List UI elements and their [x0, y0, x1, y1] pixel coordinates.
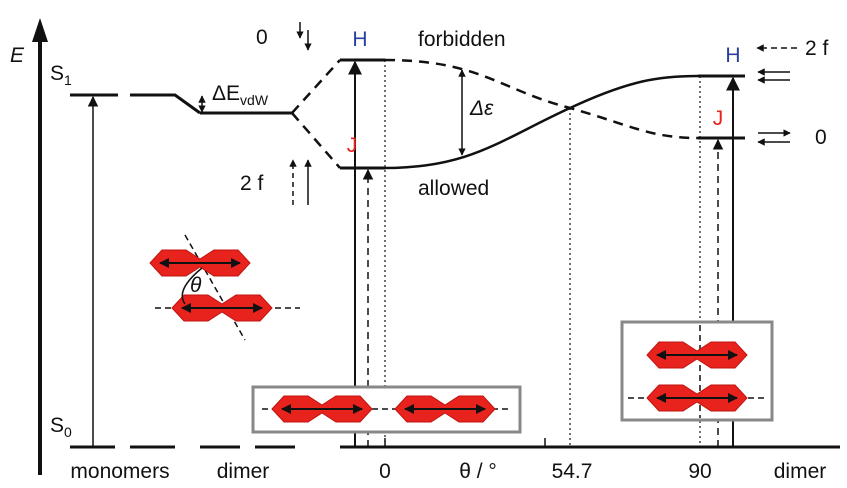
s0-sub: 0 [64, 424, 72, 440]
diagram: E S1 S0 0 H forbidden [0, 0, 847, 488]
forbidden-curve [385, 60, 698, 138]
allowed-label: allowed [418, 177, 489, 200]
two-f-left: 2 f [240, 172, 264, 195]
x-label: 0 [379, 460, 391, 483]
vdw-base: ΔE [212, 82, 240, 105]
s0-label: S0 [50, 414, 72, 440]
s1-label: S1 [50, 62, 72, 88]
s1-sub: 1 [64, 72, 72, 88]
two-f-right: 2 f [805, 37, 829, 60]
s0-base: S [50, 414, 64, 437]
allowed-curve [385, 76, 698, 168]
inset-box [622, 322, 772, 420]
x-label: 90 [688, 460, 711, 483]
angle-label: θ [190, 274, 202, 297]
zero-label: 0 [256, 26, 268, 49]
molecule [150, 250, 250, 276]
s1-base: S [50, 62, 64, 85]
vdw-sub: vdW [240, 92, 269, 108]
excited-levels [70, 60, 745, 168]
x-label: monomers [70, 460, 169, 483]
energy-label: E [10, 44, 25, 67]
x-label: θ / ° [459, 460, 497, 483]
j-label-right: J [713, 107, 724, 130]
axis-arrowhead [32, 18, 48, 42]
delta-epsilon-label: Δε [469, 97, 494, 120]
h-label: H [352, 28, 367, 51]
vdw-label: ΔEvdW [212, 82, 269, 108]
x-label: 54.7 [552, 460, 593, 483]
forbidden-label: forbidden [418, 28, 506, 51]
x-label: dimer [774, 460, 827, 483]
j-label: J [347, 134, 358, 157]
x-labels: monomers dimer 0 θ / ° 54.7 90 dimer [70, 460, 826, 483]
splitting-lines [292, 60, 340, 168]
h-label-right: H [725, 44, 740, 67]
x-label: dimer [217, 460, 270, 483]
zero-right: 0 [815, 126, 827, 149]
